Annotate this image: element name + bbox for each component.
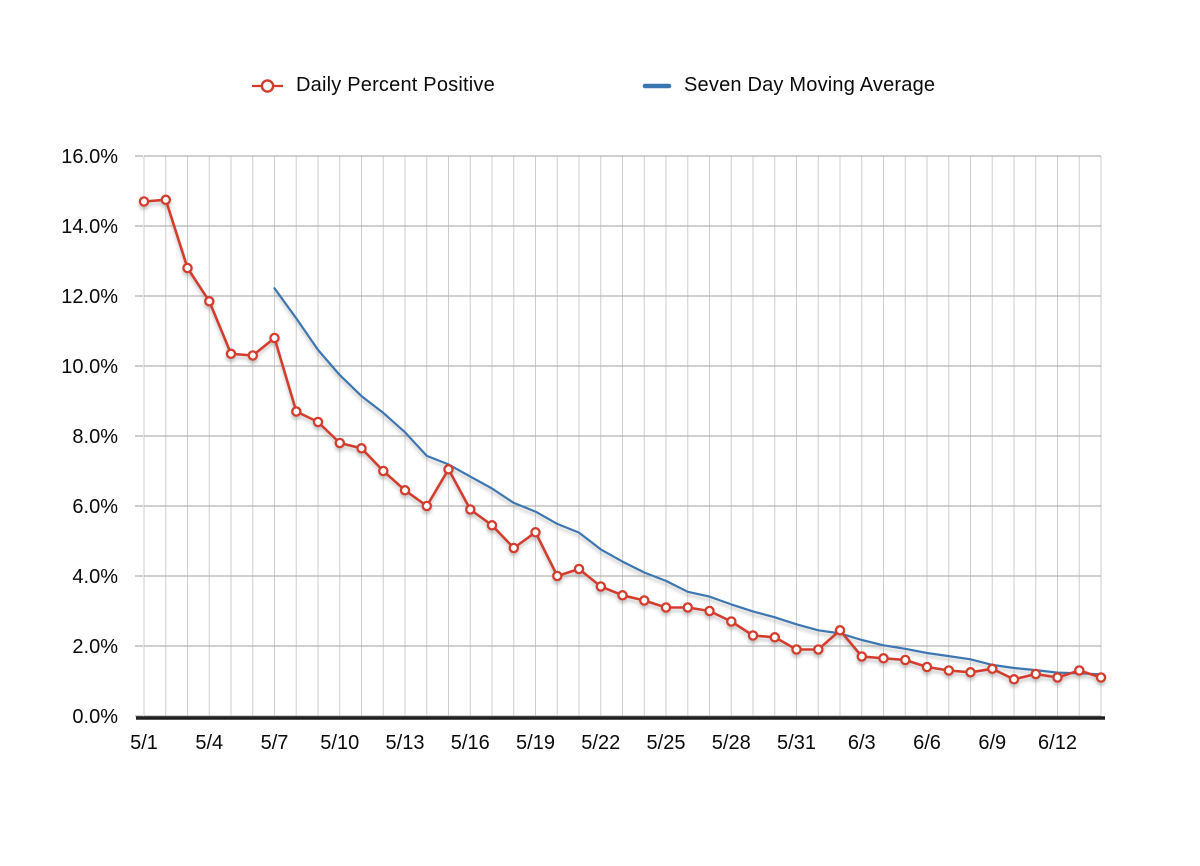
daily-series-marker-icon — [252, 78, 283, 93]
y-tick-label: 0.0% — [72, 706, 118, 728]
daily-point — [921, 661, 933, 673]
y-tick-label: 8.0% — [72, 426, 118, 448]
daily-point — [530, 527, 541, 538]
daily-point — [900, 654, 911, 666]
legend-item-daily: Daily Percent Positive — [251, 74, 495, 97]
y-tick-label: 4.0% — [72, 566, 118, 588]
daily-point — [1095, 672, 1107, 683]
daily-point — [247, 350, 259, 361]
daily-point — [1052, 672, 1063, 683]
daily-point — [617, 590, 628, 601]
daily-point — [573, 563, 585, 575]
series-group — [138, 194, 1107, 685]
daily-point — [856, 651, 868, 662]
daily-point — [182, 262, 193, 274]
x-tick-label: 5/16 — [451, 732, 490, 754]
y-tick-label: 6.0% — [72, 496, 118, 518]
daily-point — [204, 296, 215, 307]
ma-line — [273, 287, 1103, 676]
y-tick-label: 12.0% — [61, 286, 118, 308]
daily-point — [465, 504, 476, 515]
daily-point — [878, 653, 889, 664]
daily-point — [726, 616, 737, 627]
x-tick-label: 5/28 — [712, 732, 751, 754]
daily-point — [813, 644, 824, 655]
daily-point — [747, 630, 759, 641]
daily-point — [356, 443, 367, 454]
x-tick-label: 5/19 — [516, 732, 555, 754]
x-tick-label: 6/9 — [978, 732, 1006, 754]
y-tick-label: 16.0% — [61, 146, 118, 168]
daily-point — [834, 625, 846, 636]
daily-point — [291, 406, 302, 417]
daily-point — [595, 581, 607, 592]
daily-point — [682, 602, 694, 613]
legend-label-daily: Daily Percent Positive — [296, 74, 495, 96]
x-tick-label: 5/22 — [581, 732, 620, 754]
x-tick-label: 5/10 — [320, 732, 359, 754]
daily-point — [486, 520, 498, 531]
daily-point — [552, 570, 563, 582]
daily-point — [443, 464, 454, 475]
daily-point — [769, 632, 781, 643]
daily-point — [138, 196, 150, 207]
x-tick-label: 5/31 — [777, 732, 816, 754]
daily-point — [269, 332, 280, 344]
daily-point — [421, 500, 433, 512]
x-tick-label: 5/13 — [386, 732, 425, 754]
x-tick-label: 5/4 — [195, 732, 223, 754]
y-tick-label: 10.0% — [61, 356, 118, 378]
y-tick-label: 14.0% — [61, 216, 118, 238]
daily-point — [943, 665, 955, 676]
legend-label-ma: Seven Day Moving Average — [684, 74, 936, 96]
x-tick-label: 6/3 — [848, 732, 876, 754]
x-tick-label: 6/6 — [913, 732, 941, 754]
daily-point — [508, 542, 520, 554]
ma-series-marker-icon — [642, 83, 672, 88]
legend-item-ma: Seven Day Moving Average — [642, 74, 935, 97]
daily-point — [399, 485, 411, 496]
y-tick-label: 2.0% — [72, 636, 118, 658]
daily-point — [1030, 668, 1042, 680]
daily-point — [965, 667, 976, 678]
daily-point — [791, 644, 802, 655]
x-tick-label: 5/7 — [261, 732, 289, 754]
daily-point — [334, 437, 346, 449]
daily-point — [639, 595, 650, 606]
x-tick-label: 5/25 — [647, 732, 686, 754]
daily-point — [660, 602, 672, 613]
daily-point — [1074, 665, 1085, 676]
daily-point — [704, 605, 715, 617]
daily-point — [378, 465, 389, 477]
daily-point — [987, 663, 998, 675]
x-tick-label: 5/1 — [130, 732, 158, 754]
daily-point — [160, 194, 172, 206]
daily-point — [1008, 674, 1020, 685]
x-tick-label: 6/12 — [1038, 732, 1077, 754]
daily-point — [225, 348, 237, 360]
daily-point — [312, 416, 324, 428]
